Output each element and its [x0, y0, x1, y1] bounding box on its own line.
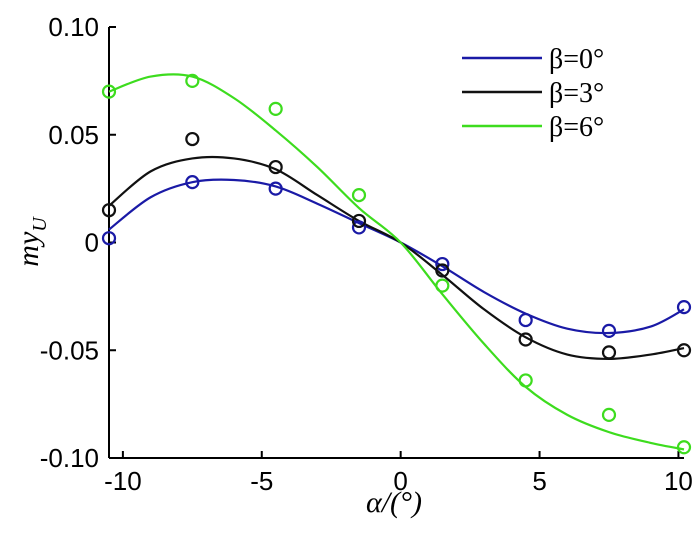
- x-axis-label: α/(°): [366, 486, 422, 519]
- y-tick-label: 0.05: [48, 120, 99, 150]
- legend-label: β=3°: [549, 78, 604, 109]
- data-point-series-2: [676, 440, 692, 455]
- y-tick-label: 0.10: [48, 12, 99, 42]
- data-point-series-1: [268, 159, 283, 175]
- legend-label: β=0°: [549, 44, 604, 75]
- data-point-series-0: [435, 256, 450, 272]
- data-point-series-0: [518, 312, 533, 328]
- data-point-series-1: [601, 345, 617, 360]
- svg-text:myU: myU: [12, 216, 51, 267]
- data-points: [101, 73, 692, 455]
- y-axis-label-main: my: [12, 231, 45, 267]
- fit-lines: [108, 73, 685, 451]
- data-point-series-0: [101, 231, 117, 246]
- data-point-series-0: [185, 175, 200, 190]
- data-point-series-1: [101, 203, 117, 218]
- x-tick-label: 0: [393, 466, 407, 496]
- x-tick-label: -10: [104, 466, 142, 496]
- fit-line-series-2: [108, 73, 685, 451]
- data-point-series-1: [435, 263, 450, 278]
- legend-label: β=6°: [549, 112, 604, 143]
- data-point-series-1: [351, 213, 367, 229]
- x-tick-label: 5: [532, 466, 546, 496]
- ticks-layer: -10 -5 0 5 10 -0.10 -0.05 0 0.05 0.10: [40, 12, 693, 496]
- x-tick-label: -5: [250, 466, 273, 496]
- data-point-series-1: [518, 332, 533, 347]
- data-point-series-0: [601, 323, 617, 338]
- data-point-series-1: [185, 131, 200, 147]
- data-point-series-2: [185, 73, 200, 88]
- data-point-series-0: [676, 300, 692, 315]
- y-tick-label: -0.10: [40, 443, 99, 473]
- data-point-series-1: [676, 343, 692, 358]
- data-point-series-2: [601, 407, 617, 422]
- y-axis-label: myU: [12, 216, 51, 267]
- data-point-series-2: [101, 84, 117, 99]
- legend: β=0°β=3°β=6°: [462, 44, 604, 143]
- y-tick-label: -0.05: [40, 335, 99, 365]
- data-point-series-2: [518, 373, 533, 388]
- fit-line-series-0: [108, 178, 685, 335]
- data-point-series-2: [351, 187, 367, 203]
- data-point-series-2: [268, 101, 283, 116]
- data-point-series-0: [268, 181, 283, 196]
- data-point-series-2: [435, 278, 450, 293]
- data-point-series-0: [351, 220, 367, 235]
- y-tick-label: 0: [85, 228, 99, 258]
- y-axis-label-sub: U: [29, 216, 51, 232]
- x-tick-label: 10: [664, 466, 693, 496]
